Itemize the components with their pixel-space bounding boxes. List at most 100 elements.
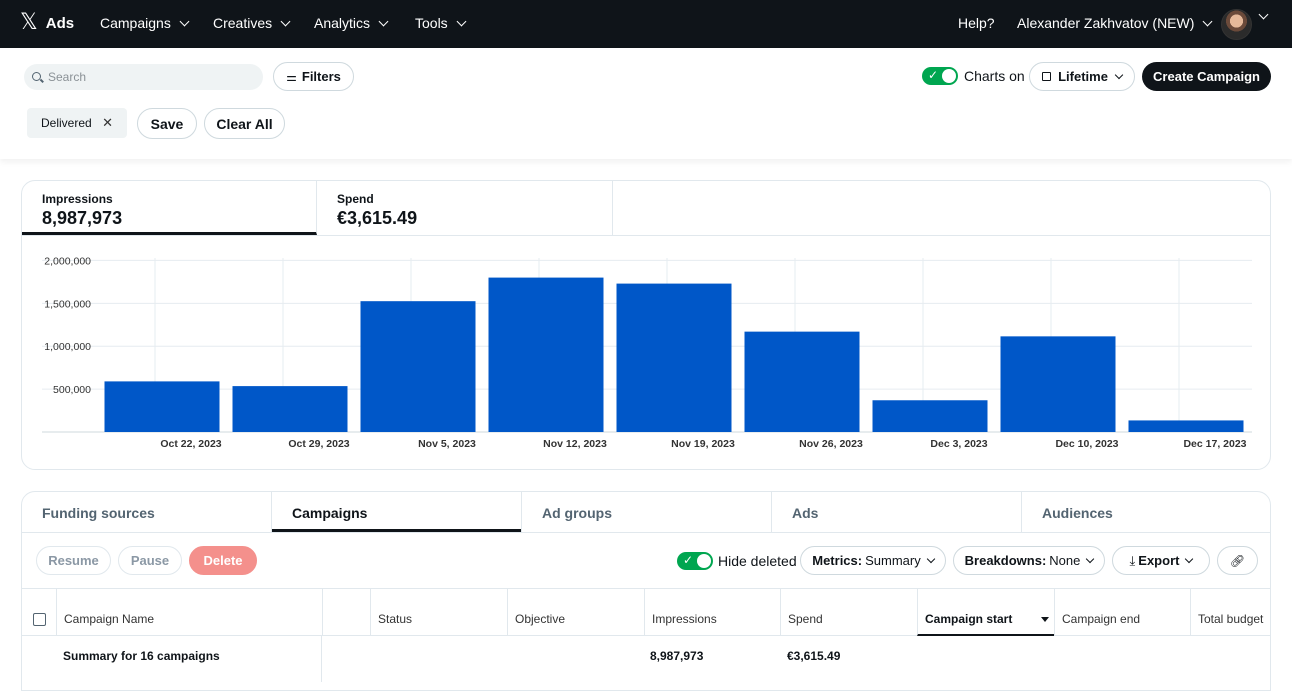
breakdowns-dropdown[interactable]: Breakdowns: None [953, 546, 1105, 575]
table-header: Campaign Name Status Objective Impressio… [22, 588, 1270, 636]
calendar-icon [1042, 72, 1052, 81]
date-range-label: Lifetime [1058, 69, 1108, 84]
divider [22, 235, 1270, 236]
chevron-down-icon [1114, 70, 1124, 79]
top-nav: 𝕏 Ads Campaigns Creatives Analytics Tool… [0, 0, 1292, 48]
bar [1128, 420, 1244, 432]
pause-button[interactable]: Pause [118, 546, 182, 575]
x-tick-label: Dec 17, 2023 [1183, 438, 1246, 450]
summary-name: Summary for 16 campaigns [63, 649, 220, 663]
nav-creatives[interactable]: Creatives [213, 15, 291, 31]
chevron-down-icon [179, 16, 190, 26]
create-campaign-button[interactable]: Create Campaign [1142, 62, 1271, 91]
avatar[interactable] [1221, 9, 1252, 40]
select-all-checkbox[interactable] [33, 613, 46, 626]
filter-chip-label: Delivered [41, 116, 92, 130]
tab-funding-sources[interactable]: Funding sources [22, 492, 272, 532]
x-logo-icon: 𝕏 [20, 10, 38, 35]
save-button[interactable]: Save [137, 108, 197, 139]
breakdowns-prefix: Breakdowns: [964, 553, 1047, 568]
col-campaign-start[interactable]: Campaign start [917, 589, 1054, 636]
x-tick-label: Oct 29, 2023 [288, 438, 349, 450]
chevron-down-icon [1086, 554, 1095, 563]
check-icon: ✓ [928, 68, 939, 82]
metric-tab-spend[interactable]: Spend €3,615.49 [317, 181, 613, 235]
filters-button[interactable]: ⚌ Filters [273, 62, 354, 91]
bar [616, 283, 732, 432]
nav-analytics[interactable]: Analytics [314, 15, 389, 31]
col-objective[interactable]: Objective [507, 589, 644, 636]
divider [22, 532, 1270, 533]
chevron-down-icon [1202, 16, 1213, 26]
metric-value: 8,987,973 [42, 208, 123, 228]
export-label: Export [1138, 553, 1180, 568]
search-input[interactable]: Search [24, 64, 263, 90]
summary-spend: €3,615.49 [787, 649, 841, 663]
col-impressions[interactable]: Impressions [644, 589, 780, 636]
chevron-down-icon [280, 16, 291, 26]
tab-ads[interactable]: Ads [772, 492, 1022, 532]
check-icon: ✓ [683, 553, 694, 567]
bar [232, 386, 348, 432]
hide-deleted-toggle[interactable]: ✓ [677, 552, 713, 570]
bar [360, 301, 476, 432]
x-tick-label: Nov 19, 2023 [671, 438, 735, 450]
y-tick-label: 2,000,000 [44, 255, 91, 267]
nav-campaigns[interactable]: Campaigns [100, 15, 190, 31]
x-tick-label: Nov 12, 2023 [543, 438, 607, 450]
account-menu[interactable]: Alexander Zakhvatov (NEW) [1017, 15, 1213, 31]
x-tick-label: Dec 10, 2023 [1055, 438, 1118, 450]
summary-impressions: 8,987,973 [650, 649, 704, 663]
x-tick-label: Oct 22, 2023 [160, 438, 221, 450]
tab-audiences[interactable]: Audiences [1042, 505, 1113, 521]
col-campaign-name[interactable]: Campaign Name [56, 589, 322, 636]
x-tick-label: Dec 3, 2023 [930, 438, 987, 450]
col-spacer [322, 589, 370, 636]
delete-button[interactable]: Delete [189, 546, 257, 575]
close-icon[interactable]: ✕ [102, 115, 113, 130]
resume-button[interactable]: Resume [36, 546, 111, 575]
y-tick-label: 1,000,000 [44, 341, 91, 353]
clear-all-button[interactable]: Clear All [204, 108, 285, 139]
tab-campaigns[interactable]: Campaigns [272, 492, 522, 532]
y-tick-label: 1,500,000 [44, 298, 91, 310]
sort-desc-icon [1041, 617, 1049, 622]
toolbar: Search ⚌ Filters ✓ Charts on Lifetime Cr… [0, 48, 1292, 159]
search-placeholder: Search [48, 70, 87, 84]
col-total-budget[interactable]: Total budget [1190, 589, 1270, 636]
download-icon: ⤓ [1129, 552, 1136, 568]
metric-label: Spend [337, 192, 374, 206]
chevron-down-icon [1258, 9, 1269, 20]
tab-ad-groups[interactable]: Ad groups [522, 492, 772, 532]
filter-chip-delivered: Delivered ✕ [27, 108, 127, 138]
chevron-down-icon [926, 554, 935, 563]
metric-value: €3,615.49 [337, 208, 418, 228]
ads-logo-text: Ads [45, 14, 75, 32]
export-button[interactable]: ⤓ Export [1112, 546, 1210, 575]
link-button[interactable]: 🔗︎ [1217, 546, 1258, 575]
chevron-down-icon [1185, 554, 1194, 563]
charts-on-label: Charts on [964, 68, 1025, 84]
date-range-button[interactable]: Lifetime [1029, 62, 1135, 91]
table-summary-row: Summary for 16 campaigns 8,987,973 €3,61… [22, 636, 1270, 682]
metric-tab-impressions[interactable]: Impressions 8,987,973 [22, 181, 317, 235]
sliders-icon: ⚌ [286, 69, 297, 84]
charts-toggle[interactable]: ✓ [922, 67, 958, 85]
metrics-dropdown[interactable]: Metrics: Summary [800, 546, 946, 575]
avatar-menu[interactable] [1256, 9, 1269, 20]
col-status[interactable]: Status [370, 589, 507, 636]
help-link[interactable]: Help? [958, 15, 995, 31]
bar-chart: 500,000 1,000,000 1,500,000 2,000,000 Oct 22… [42, 255, 1252, 450]
metric-label: Impressions [42, 192, 113, 206]
col-campaign-end[interactable]: Campaign end [1054, 589, 1190, 636]
breakdowns-value: None [1049, 553, 1081, 568]
chart-card: Impressions 8,987,973 Spend €3,615.49 50… [21, 180, 1271, 470]
col-spend[interactable]: Spend [780, 589, 917, 636]
x-tick-label: Nov 5, 2023 [418, 438, 476, 450]
divider [321, 636, 322, 682]
chevron-down-icon [378, 16, 389, 26]
nav-campaigns-label: Campaigns [100, 15, 171, 31]
nav-tools[interactable]: Tools [415, 15, 467, 31]
x-ads-logo[interactable]: 𝕏 Ads [20, 12, 74, 34]
bar [1000, 336, 1116, 432]
